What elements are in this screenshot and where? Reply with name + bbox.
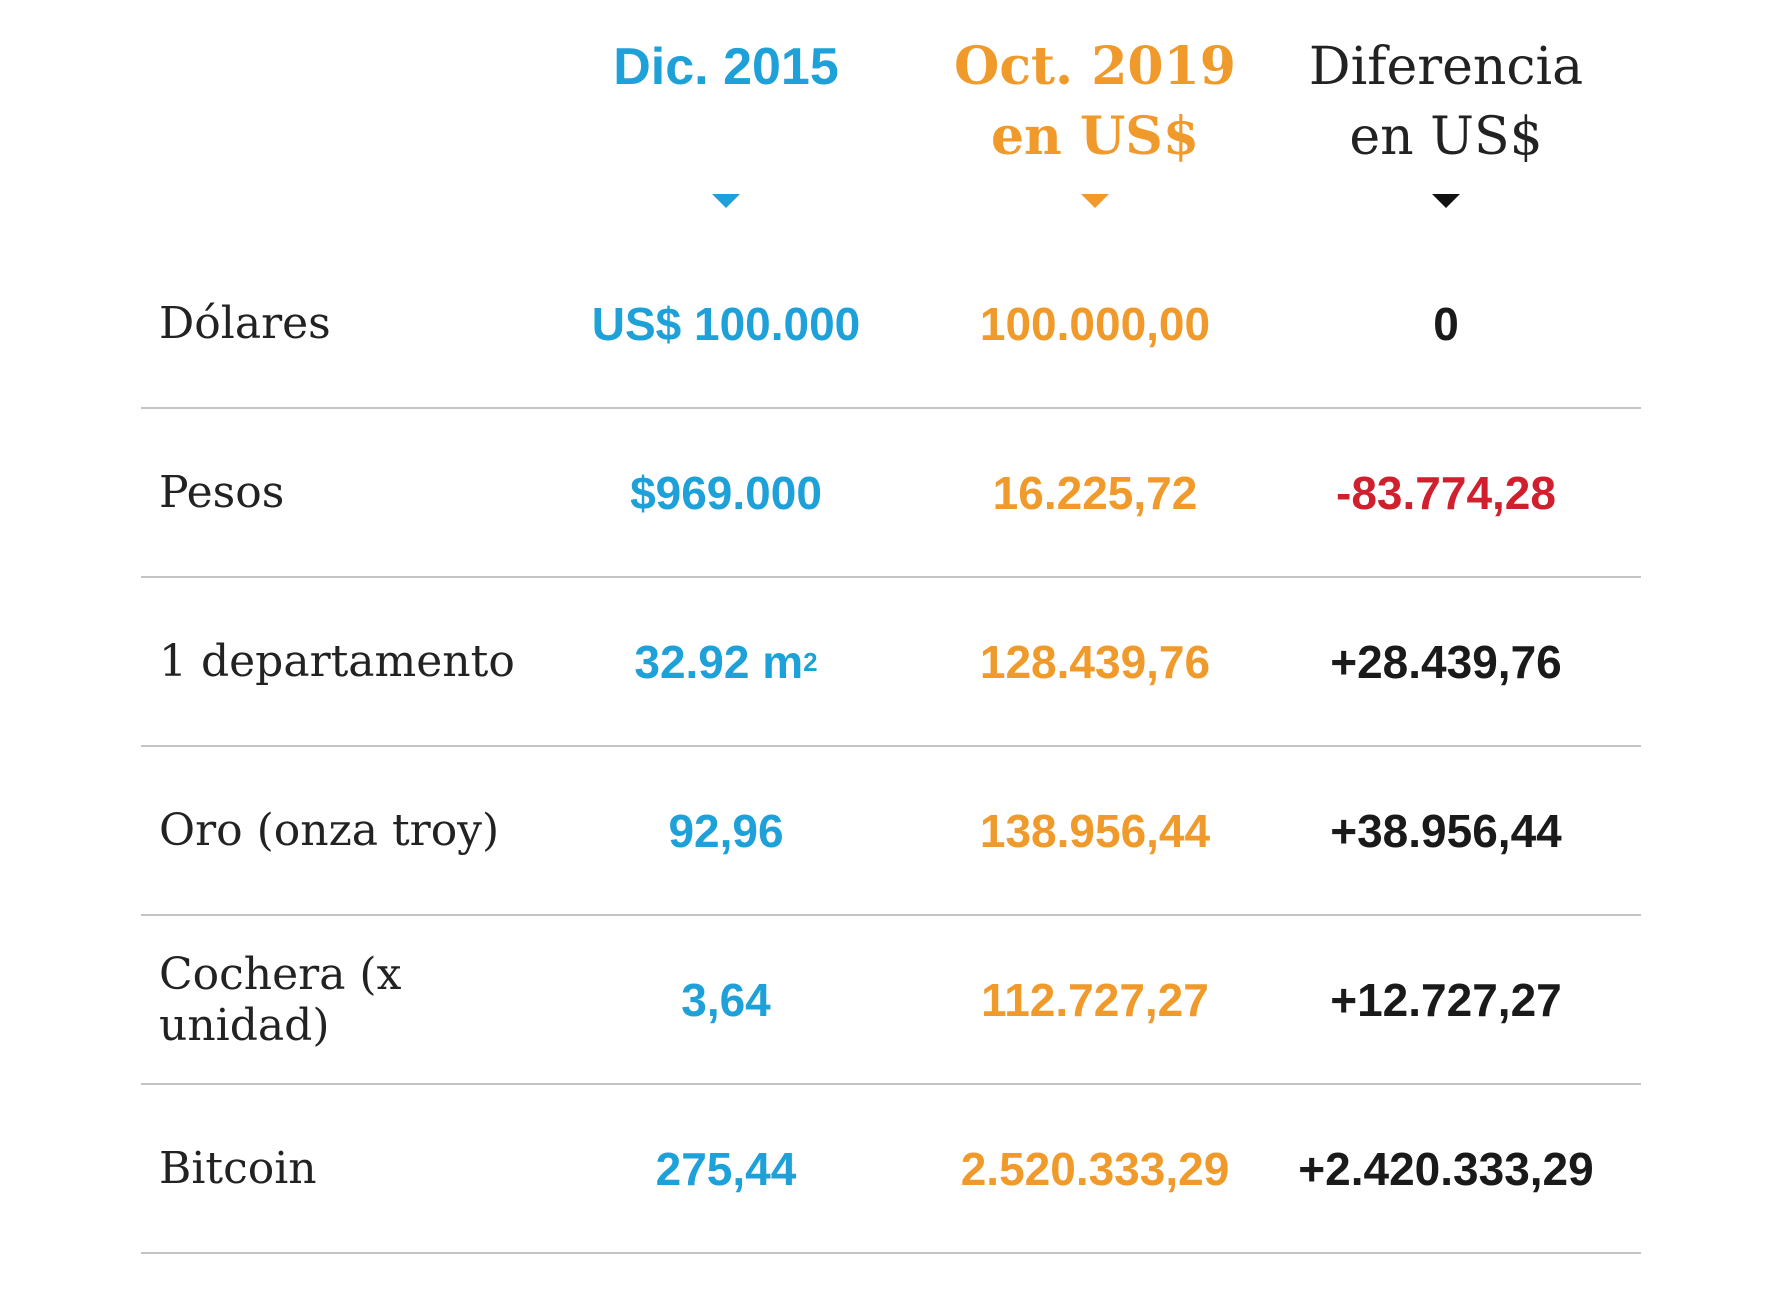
arrow-down-icon [1081, 194, 1109, 208]
cell-dic-2015: 92,96 [561, 747, 891, 914]
table-row: Bitcoin 275,44 2.520.333,29 +2.420.333,29 [141, 1085, 1641, 1254]
cell-diferencia: -83.774,28 [1336, 466, 1556, 519]
arrow-down-icon [1432, 194, 1460, 208]
header-diferencia-line2: en US$ [1349, 107, 1543, 167]
cell-diferencia: +12.727,27 [1330, 973, 1562, 1026]
cell-dic-2015-value: 32.92 m [634, 635, 804, 688]
cell-dic-2015: 275,44 [561, 1085, 891, 1252]
table-body: Dólares US$ 100.000 100.000,00 0 Pesos $969.0… [141, 240, 1641, 1254]
cell-oct-2019: 2.520.333,29 [960, 1142, 1230, 1195]
table-row: Cochera (x unidad) 3,64 112.727,27 +12.727,… [141, 916, 1641, 1085]
cell-dic-2015-value: 3,64 [681, 973, 771, 1026]
cell-dic-2015: 3,64 [561, 916, 891, 1083]
table-header: Dic. 2015 Oct. 2019 en US$ Diferencia en… [141, 0, 1641, 240]
cell-dic-2015: $969.000 [561, 409, 891, 576]
row-label: Oro (onza troy) [159, 805, 500, 856]
cell-oct-2019: 16.225,72 [992, 466, 1198, 519]
cell-dic-2015-value: $969.000 [630, 466, 822, 519]
header-diferencia-line1: Diferencia [1308, 37, 1584, 97]
cell-oct-2019: 138.956,44 [979, 804, 1211, 857]
row-label: Pesos [159, 467, 285, 518]
header-oct-2019-line2: en US$ [990, 106, 1200, 167]
comparison-table: Dic. 2015 Oct. 2019 en US$ Diferencia en… [141, 0, 1641, 1254]
table-row: 1 departamento 32.92 m 2 128.439,76 +28.439,… [141, 578, 1641, 747]
cell-dic-2015-value: 275,44 [655, 1142, 797, 1195]
cell-oct-2019: 112.727,27 [981, 973, 1209, 1026]
header-dic-2015-label: Dic. 2015 [613, 38, 839, 96]
cell-diferencia: +38.956,44 [1330, 804, 1562, 857]
header-oct-2019: Oct. 2019 en US$ [930, 32, 1260, 172]
cell-oct-2019: 100.000,00 [979, 297, 1211, 350]
cell-diferencia: +28.439,76 [1330, 635, 1562, 688]
cell-diferencia: 0 [1433, 297, 1459, 350]
cell-oct-2019: 128.439,76 [979, 635, 1211, 688]
table-row: Oro (onza troy) 92,96 138.956,44 +38.956,44 [141, 747, 1641, 916]
table-row: Dólares US$ 100.000 100.000,00 0 [141, 240, 1641, 409]
row-label: Cochera (x unidad) [159, 948, 402, 1051]
cell-dic-2015: US$ 100.000 [561, 240, 891, 407]
row-label: 1 departamento [159, 636, 515, 687]
cell-diferencia: +2.420.333,29 [1298, 1142, 1594, 1195]
cell-dic-2015-value: 92,96 [668, 804, 784, 857]
arrow-down-icon [712, 194, 740, 208]
table-row: Pesos $969.000 16.225,72 -83.774,28 [141, 409, 1641, 578]
row-label: Bitcoin [159, 1143, 317, 1194]
cell-dic-2015-value: US$ 100.000 [591, 297, 861, 350]
row-label: Dólares [159, 298, 331, 349]
header-oct-2019-line1: Oct. 2019 [954, 36, 1236, 97]
header-diferencia: Diferencia en US$ [1281, 32, 1611, 172]
header-dic-2015: Dic. 2015 [561, 32, 891, 102]
